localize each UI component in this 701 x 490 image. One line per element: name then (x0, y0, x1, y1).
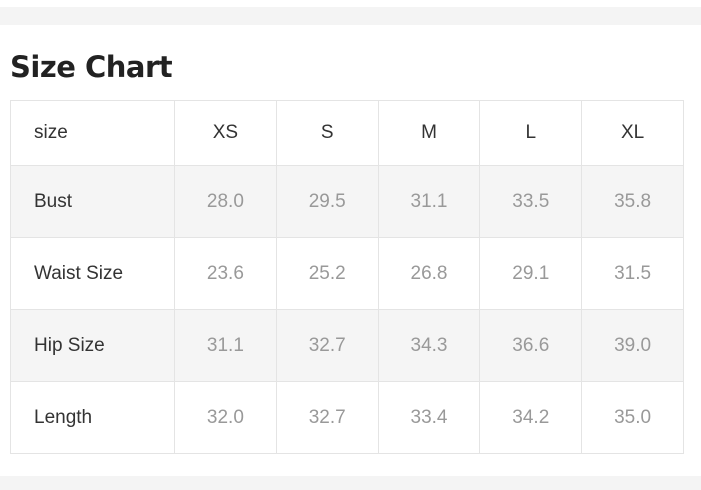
measurement-value: 29.1 (479, 237, 583, 310)
measurement-value: 23.6 (174, 237, 277, 310)
table-row: Waist Size 23.6 25.2 26.8 29.1 31.5 (10, 237, 684, 310)
measurement-value: 39.0 (581, 309, 684, 382)
size-header-cell: S (275, 100, 379, 166)
measurement-label: Length (10, 381, 175, 454)
size-chart-table: size XS S M L XL Bust 28.0 29.5 31.1 33.5 35.8 Waist… (10, 100, 684, 454)
measurement-value: 33.5 (479, 165, 583, 238)
size-header-cell: M (377, 100, 481, 166)
measurement-value: 29.5 (275, 165, 379, 238)
measurement-label: Bust (10, 165, 175, 238)
measurement-label: Hip Size (10, 309, 175, 382)
bottom-divider-band (0, 476, 701, 490)
measurement-value: 31.1 (174, 309, 277, 382)
measurement-value: 32.0 (174, 381, 277, 454)
size-header-cell: L (479, 100, 583, 166)
measurement-label: Waist Size (10, 237, 175, 310)
header-label-cell: size (10, 100, 175, 166)
table-row: Length 32.0 32.7 33.4 34.2 35.0 (10, 381, 684, 454)
measurement-value: 28.0 (174, 165, 277, 238)
size-header-cell: XS (174, 100, 277, 166)
measurement-value: 34.3 (377, 309, 481, 382)
measurement-value: 32.7 (275, 381, 379, 454)
top-divider-band (0, 7, 701, 25)
measurement-value: 35.0 (581, 381, 684, 454)
measurement-value: 34.2 (479, 381, 583, 454)
page-title: Size Chart (10, 50, 173, 84)
measurement-value: 36.6 (479, 309, 583, 382)
size-header-cell: XL (581, 100, 684, 166)
measurement-value: 35.8 (581, 165, 684, 238)
measurement-value: 25.2 (275, 237, 379, 310)
measurement-value: 32.7 (275, 309, 379, 382)
table-row: Bust 28.0 29.5 31.1 33.5 35.8 (10, 165, 684, 238)
measurement-value: 31.5 (581, 237, 684, 310)
table-row: Hip Size 31.1 32.7 34.3 36.6 39.0 (10, 309, 684, 382)
table-header-row: size XS S M L XL (10, 100, 684, 166)
measurement-value: 31.1 (377, 165, 481, 238)
measurement-value: 33.4 (377, 381, 481, 454)
measurement-value: 26.8 (377, 237, 481, 310)
